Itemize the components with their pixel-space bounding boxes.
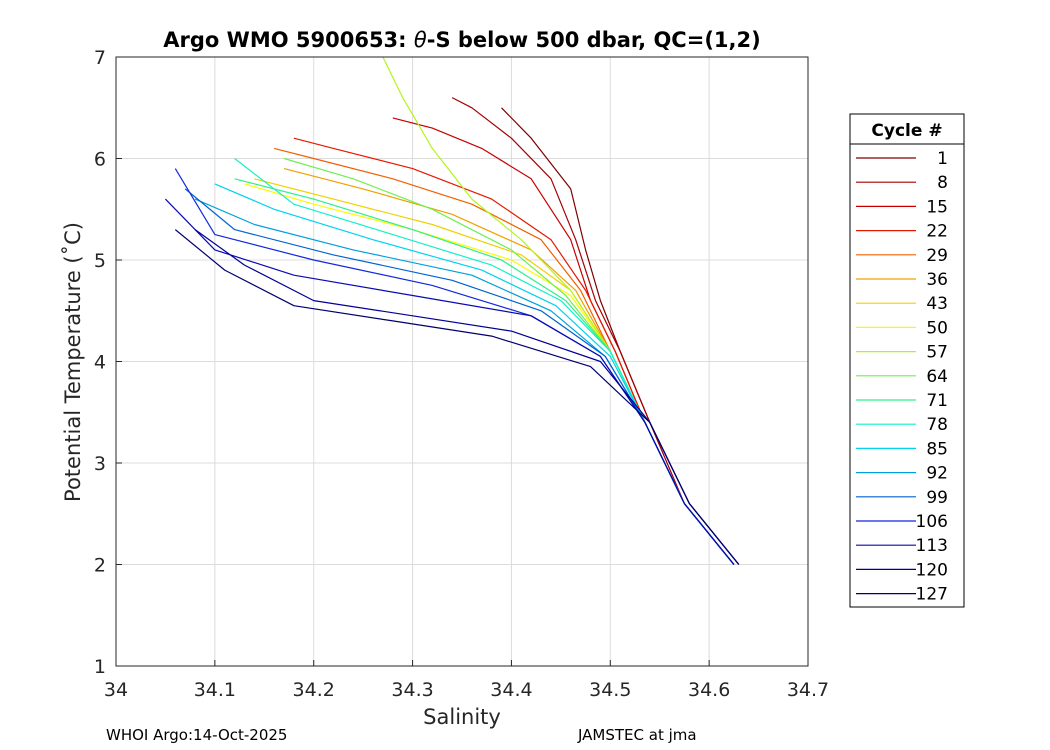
y-axis-label: Potential Temperature (˚C) — [61, 222, 85, 502]
chart-title-prefix: Argo WMO 5900653: — [163, 28, 414, 52]
legend-items: 1 8 15 22 29 36 43 50 57 64 71 78 85 92 99 106 113 120 127 — [856, 149, 948, 605]
legend-entry: 92 — [856, 464, 948, 484]
x-tick-label: 34.7 — [787, 679, 829, 701]
legend-label: 36 — [926, 270, 948, 290]
x-tick-label: 34 — [104, 679, 128, 701]
legend-label: 120 — [916, 560, 948, 580]
legend-label: 106 — [916, 512, 948, 532]
legend-label: 99 — [926, 488, 948, 508]
legend-label: 57 — [926, 343, 948, 363]
legend-entry: 85 — [856, 439, 948, 459]
legend-box — [849, 113, 965, 608]
legend-label: 8 — [937, 173, 948, 193]
legend-entry: 71 — [856, 391, 948, 411]
series-group — [164, 56, 740, 565]
legend-label: 29 — [926, 246, 948, 266]
legend-entry: 99 — [856, 488, 948, 508]
y-tick-label: 4 — [94, 352, 106, 374]
y-tick-label: 1 — [94, 656, 106, 678]
legend-label: 50 — [926, 318, 948, 338]
legend-entry: 22 — [856, 222, 948, 242]
legend-label: 71 — [926, 391, 948, 411]
legend-entry: 57 — [856, 343, 948, 363]
legend-entry: 113 — [856, 536, 948, 556]
legend-entry: 29 — [856, 246, 948, 266]
x-tick-label: 34.5 — [589, 679, 631, 701]
x-tick-label: 34.6 — [688, 679, 730, 701]
legend-entry: 1 — [856, 149, 948, 169]
legend-entry: 120 — [856, 560, 948, 580]
y-axis-ticks: 1 2 3 4 5 6 7 — [94, 47, 122, 678]
legend-label: 85 — [926, 439, 948, 459]
x-axis-ticks: 34 34.1 34.2 34.3 34.4 34.5 34.6 34.7 — [104, 660, 829, 701]
legend-entry: 78 — [856, 415, 948, 435]
series-line-cycle-127 — [174, 229, 740, 565]
legend-label: 43 — [926, 294, 948, 314]
y-tick-label: 2 — [94, 555, 106, 577]
legend-label: 64 — [926, 367, 948, 387]
x-tick-label: 34.1 — [194, 679, 236, 701]
legend-label: 113 — [916, 536, 948, 556]
y-tick-label: 3 — [94, 453, 106, 475]
legend-entry: 127 — [856, 585, 948, 605]
footer-left: WHOI Argo:14-Oct-2025 — [106, 726, 287, 744]
chart-title-theta: θ — [414, 28, 427, 52]
legend-label: 22 — [926, 222, 948, 242]
series-line-cycle-113 — [164, 198, 735, 565]
legend-label: 78 — [926, 415, 948, 435]
legend-label: 92 — [926, 464, 948, 484]
legend-entry: 8 — [856, 173, 948, 193]
legend-entry: 36 — [856, 270, 948, 290]
x-tick-label: 34.2 — [293, 679, 335, 701]
legend-label: 15 — [926, 197, 948, 217]
x-tick-label: 34.4 — [490, 679, 532, 701]
y-tick-label: 5 — [94, 250, 106, 272]
legend-label: 127 — [916, 585, 948, 605]
footer-right: JAMSTEC at jma — [577, 726, 697, 744]
legend-entry: 64 — [856, 367, 948, 387]
legend-entry: 50 — [856, 318, 948, 338]
series-line-cycle-8 — [451, 97, 735, 565]
x-tick-label: 34.3 — [391, 679, 433, 701]
x-axis-label: Salinity — [423, 705, 501, 729]
legend-entry: 43 — [856, 294, 948, 314]
legend-title: Cycle # — [871, 121, 942, 141]
chart-title: Argo WMO 5900653: θ-S below 500 dbar, QC… — [163, 28, 760, 52]
legend: Cycle # 18152229364350576471788592991061… — [849, 113, 965, 608]
y-tick-label: 7 — [94, 47, 106, 69]
plot-area — [115, 56, 809, 667]
chart-title-suffix: -S below 500 dbar, QC=(1,2) — [427, 28, 761, 52]
y-tick-label: 6 — [94, 149, 106, 171]
legend-entry: 15 — [856, 197, 948, 217]
legend-entry: 106 — [856, 512, 948, 532]
legend-label: 1 — [937, 149, 948, 169]
